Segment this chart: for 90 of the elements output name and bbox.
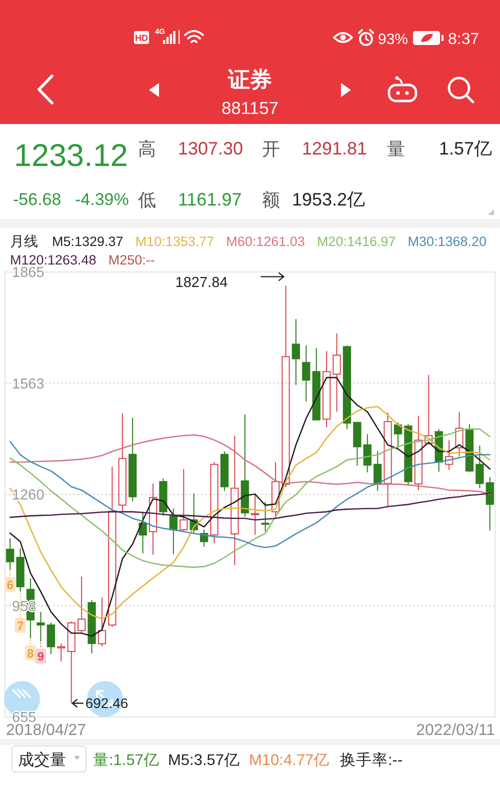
text: -4.39% bbox=[75, 190, 129, 209]
candlestick bbox=[138, 511, 147, 554]
annotation: 7 bbox=[16, 618, 24, 633]
candlestick bbox=[332, 332, 341, 412]
y-tick-label: 1865 bbox=[12, 265, 44, 282]
text: M10:1353.77 bbox=[135, 234, 214, 249]
text: 2022/03/11 bbox=[416, 722, 496, 739]
text: M30:1368.20 bbox=[408, 234, 487, 249]
candlestick bbox=[77, 576, 86, 633]
td-count-label: 8 bbox=[25, 638, 36, 660]
text: 1161.97 bbox=[178, 190, 242, 210]
text: M5:3.57亿 bbox=[168, 752, 240, 769]
candlestick bbox=[292, 318, 300, 386]
candlestick bbox=[128, 417, 137, 502]
text: 量:1.57亿 bbox=[93, 752, 160, 769]
text: 1307.30 bbox=[178, 138, 244, 158]
line-series bbox=[9, 406, 491, 620]
text: 1291.81 bbox=[302, 138, 368, 158]
candlestick bbox=[148, 482, 158, 556]
candlestick bbox=[353, 422, 362, 466]
candlestick bbox=[169, 508, 178, 555]
candlestick bbox=[363, 434, 372, 473]
candlestick bbox=[261, 501, 270, 532]
candlestick bbox=[16, 548, 24, 592]
text: 开 bbox=[262, 139, 280, 159]
chart-title: 证券 bbox=[227, 67, 272, 92]
candlestick bbox=[444, 440, 454, 470]
line-series bbox=[9, 440, 491, 548]
candlestick bbox=[302, 345, 310, 402]
candlestick bbox=[98, 596, 106, 648]
candlestick bbox=[6, 538, 14, 570]
candlestick bbox=[384, 412, 392, 506]
candlestick bbox=[394, 422, 402, 448]
candlestick bbox=[476, 445, 484, 489]
candlestick bbox=[36, 611, 45, 642]
text: 2018/04/27 bbox=[6, 722, 86, 739]
candlestick bbox=[424, 374, 433, 446]
candlestick bbox=[312, 348, 320, 421]
line-series bbox=[9, 376, 491, 637]
candlestick bbox=[67, 620, 76, 704]
annotation: 9 bbox=[37, 650, 44, 664]
text: M20:1416.97 bbox=[316, 234, 396, 249]
text: M120:1263.48 bbox=[10, 252, 96, 268]
y-tick-label: 1563 bbox=[12, 376, 44, 392]
td-count-label: 6 bbox=[4, 570, 16, 592]
candlestick bbox=[210, 462, 218, 544]
text: 8:37 bbox=[448, 31, 480, 48]
candlestick bbox=[282, 285, 290, 488]
text: -56.68 bbox=[13, 190, 62, 209]
legend-label: M250:-- bbox=[108, 252, 155, 268]
candlestick bbox=[118, 412, 126, 512]
text: HD bbox=[135, 33, 148, 43]
annotation: 692.46 bbox=[85, 695, 128, 712]
candlestick bbox=[159, 478, 168, 516]
text: 换手率:-- bbox=[340, 751, 403, 769]
candlestick bbox=[455, 411, 464, 458]
text: 量 bbox=[387, 139, 405, 159]
candlestick bbox=[220, 450, 229, 492]
text: 额 bbox=[262, 190, 280, 210]
candlestick bbox=[180, 468, 188, 532]
candlestick bbox=[271, 462, 280, 519]
text: M5:1329.37 bbox=[52, 234, 124, 249]
text: 1953.2亿 bbox=[292, 190, 366, 210]
td-count-label: 9 bbox=[35, 642, 46, 664]
annotation: 1827.84 bbox=[175, 275, 228, 292]
candlestick bbox=[342, 345, 352, 430]
annotation: 6 bbox=[6, 578, 14, 592]
candlestick bbox=[230, 435, 239, 566]
candlestick bbox=[251, 492, 260, 536]
candlestick bbox=[46, 622, 56, 655]
line-series bbox=[9, 428, 491, 568]
candlestick bbox=[240, 414, 249, 518]
text: 1233.12 bbox=[14, 137, 128, 173]
text: M10:4.77亿 bbox=[249, 752, 330, 769]
candlestick bbox=[57, 642, 66, 662]
text: 93% bbox=[378, 31, 408, 48]
candlestick bbox=[374, 450, 382, 492]
candlestick bbox=[486, 476, 494, 532]
text: M60:1261.03 bbox=[226, 234, 305, 249]
chart-subtitle: 881157 bbox=[221, 98, 279, 118]
candlestick bbox=[108, 466, 116, 628]
candlestick bbox=[414, 415, 423, 491]
legend-title: 月线 bbox=[10, 233, 38, 249]
text: 成交量 bbox=[18, 751, 66, 769]
text: 低 bbox=[138, 190, 156, 210]
candlestick bbox=[322, 350, 331, 428]
candlestick bbox=[88, 600, 96, 654]
text: 1.57亿 bbox=[438, 138, 492, 158]
annotation: 8 bbox=[27, 646, 34, 660]
text: 高 bbox=[138, 139, 156, 159]
